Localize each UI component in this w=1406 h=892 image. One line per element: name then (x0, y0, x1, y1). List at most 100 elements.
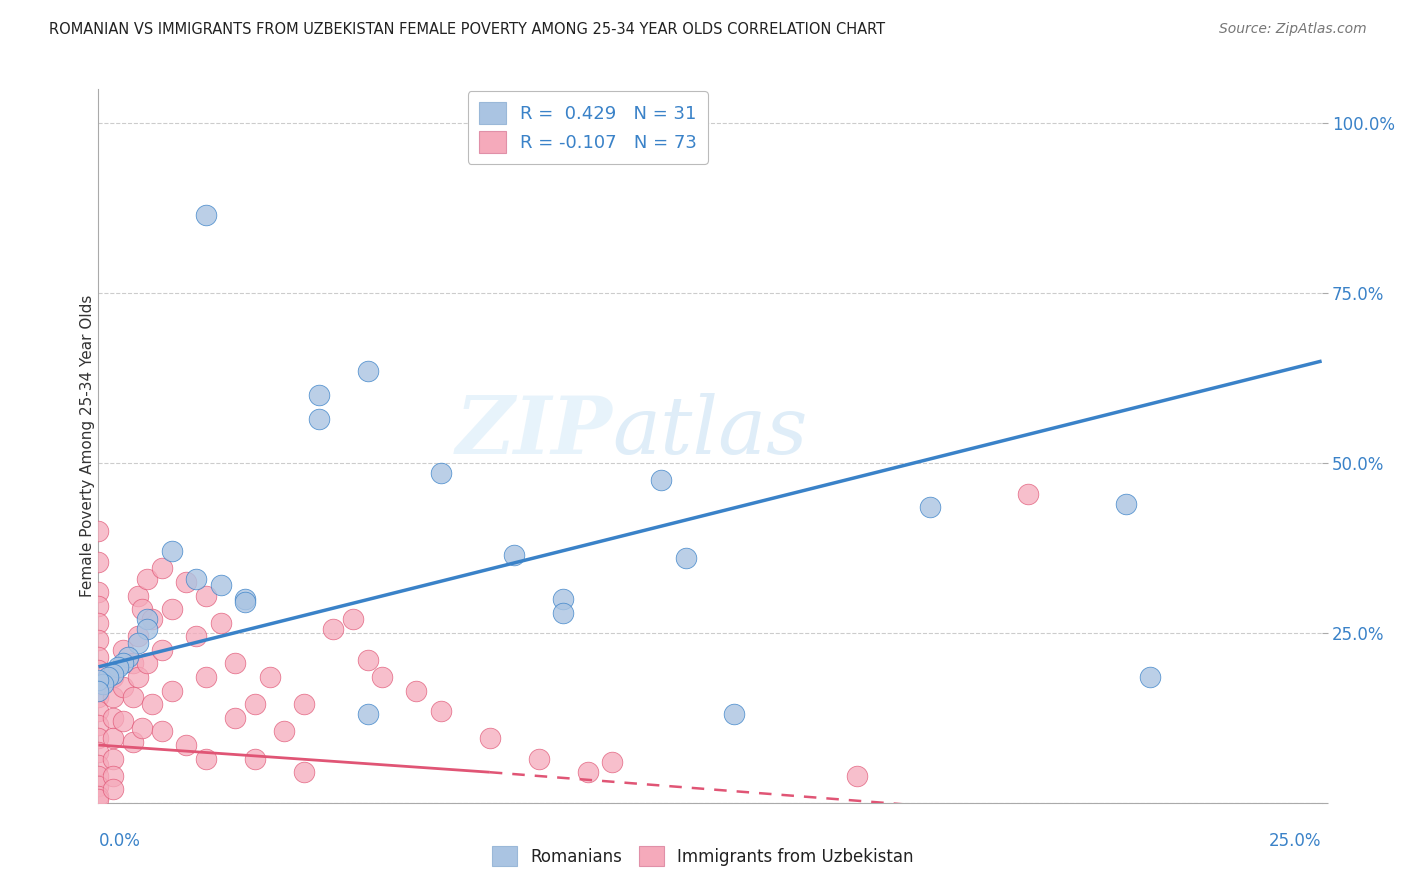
Point (141, 612, 163, 626)
Point (322, 623, 344, 637)
Point (101, 690, 124, 705)
Point (101, 782, 124, 797)
Point (308, 388, 330, 402)
Point (209, 615, 232, 630)
Text: 0.0%: 0.0% (98, 831, 141, 849)
Point (87, 555, 110, 569)
Point (195, 208, 218, 222)
Point (176, 574, 198, 589)
Text: ROMANIAN VS IMMIGRANTS FROM UZBEKISTAN FEMALE POVERTY AMONG 25-34 YEAR OLDS CORR: ROMANIAN VS IMMIGRANTS FROM UZBEKISTAN F… (49, 22, 886, 37)
Point (127, 670, 149, 684)
Point (87, 585, 110, 599)
Point (273, 724, 295, 739)
Point (600, 755, 623, 769)
Point (101, 666, 124, 681)
Point (121, 690, 143, 705)
Point (87, 673, 110, 688)
Legend: Romanians, Immigrants from Uzbekistan: Romanians, Immigrants from Uzbekistan (485, 839, 921, 873)
Point (845, 769, 868, 783)
Point (356, 653, 378, 667)
Point (101, 670, 124, 684)
Point (101, 769, 124, 783)
Point (87, 663, 110, 677)
Point (131, 721, 153, 735)
Point (136, 572, 159, 586)
Point (136, 623, 159, 637)
Point (1017, 486, 1039, 500)
Point (342, 612, 364, 626)
Point (478, 731, 501, 746)
Point (160, 602, 183, 616)
Point (101, 731, 124, 746)
Point (1115, 497, 1137, 511)
Point (107, 660, 129, 674)
Point (141, 698, 163, 712)
Point (87, 769, 110, 783)
Point (101, 711, 124, 725)
Point (150, 643, 173, 657)
Point (87, 731, 110, 746)
Point (160, 544, 183, 558)
Text: ZIP: ZIP (456, 393, 612, 470)
Point (576, 765, 599, 780)
Point (111, 657, 134, 671)
Point (356, 364, 378, 378)
Point (371, 670, 394, 684)
Point (243, 698, 266, 712)
Point (723, 707, 745, 722)
Point (553, 591, 575, 606)
Point (87, 758, 110, 772)
Point (87, 690, 110, 705)
Point (87, 717, 110, 731)
Point (233, 595, 256, 609)
Text: 25.0%: 25.0% (1270, 831, 1322, 849)
Point (243, 751, 266, 765)
Point (87, 649, 110, 664)
Point (111, 680, 134, 694)
Point (224, 711, 246, 725)
Point (87, 779, 110, 793)
Point (87, 745, 110, 759)
Legend: R =  0.429   N = 31, R = -0.107   N = 73: R = 0.429 N = 31, R = -0.107 N = 73 (468, 91, 707, 164)
Point (430, 466, 453, 480)
Text: atlas: atlas (612, 393, 807, 470)
Point (356, 707, 378, 722)
Point (176, 738, 198, 752)
Point (150, 724, 173, 739)
Point (224, 657, 246, 671)
Point (127, 636, 149, 650)
Y-axis label: Female Poverty Among 25-34 Year Olds: Female Poverty Among 25-34 Year Olds (80, 295, 94, 597)
Point (87, 704, 110, 718)
Point (121, 734, 143, 748)
Point (1139, 670, 1161, 684)
Point (186, 629, 208, 643)
Text: Source: ZipAtlas.com: Source: ZipAtlas.com (1219, 22, 1367, 37)
Point (308, 412, 330, 426)
Point (91, 677, 114, 691)
Point (503, 548, 526, 562)
Point (87, 632, 110, 647)
Point (87, 615, 110, 630)
Point (121, 657, 143, 671)
Point (920, 500, 942, 515)
Point (87, 599, 110, 613)
Point (195, 670, 218, 684)
Point (527, 751, 550, 765)
Point (87, 792, 110, 806)
Point (117, 649, 139, 664)
Point (292, 698, 315, 712)
Point (292, 765, 315, 780)
Point (127, 629, 149, 643)
Point (233, 591, 256, 606)
Point (195, 751, 218, 765)
Point (430, 704, 453, 718)
Point (111, 714, 134, 729)
Point (650, 473, 672, 487)
Point (87, 789, 110, 803)
Point (87, 683, 110, 698)
Point (87, 524, 110, 538)
Point (259, 670, 281, 684)
Point (127, 589, 149, 603)
Point (150, 561, 173, 575)
Point (97, 670, 120, 684)
